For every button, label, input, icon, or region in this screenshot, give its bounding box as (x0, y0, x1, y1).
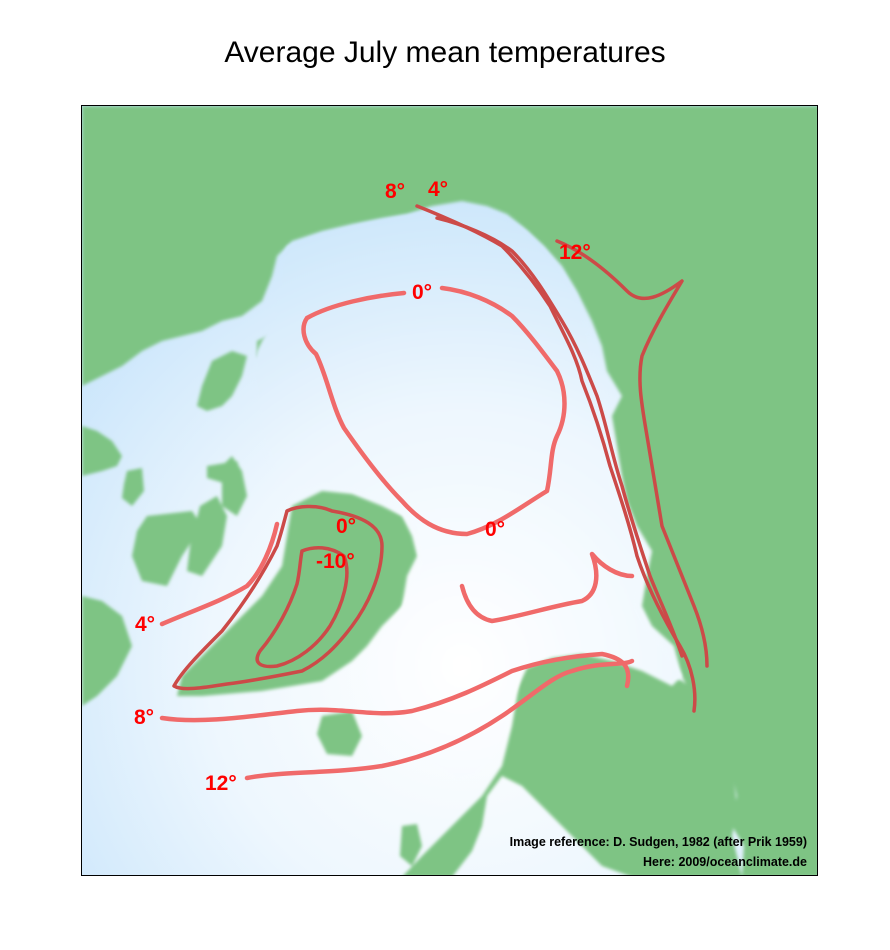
isotherm-label-4-left: 4° (135, 613, 155, 636)
map-title: Average July mean temperatures (224, 36, 666, 69)
isotherm-label-8-top: 8° (385, 180, 405, 203)
isotherm-label-0-greenland: 0° (336, 515, 356, 538)
isotherm-label-layer: 8° 4° 12° 0° 0° 0° -10° 4° 8° 12° (134, 178, 591, 795)
isotherm-label-8-left: 8° (134, 706, 154, 729)
isotherm-8-coast-east (435, 216, 684, 658)
isotherm-12-west (244, 658, 635, 781)
isotherm-label-0-bottom: 0° (485, 518, 505, 541)
island-south-greenland (317, 711, 362, 756)
landmass-north-eurasia (82, 106, 817, 875)
isotherm-arc-center (459, 551, 635, 624)
landmass-west-coast (82, 426, 122, 476)
island-archipelago-5 (222, 456, 247, 516)
isotherm-label-4-top: 4° (428, 178, 448, 201)
isotherm-8-west (159, 651, 631, 723)
isotherm-0-greenland (172, 504, 384, 691)
island-large-west (197, 351, 247, 411)
isotherms-dark (172, 204, 709, 713)
landmass-south-right (403, 646, 742, 875)
arctic-basin (252, 206, 682, 781)
arctic-map: 8° 4° 12° 0° 0° 0° -10° 4° 8° 12° (82, 106, 817, 875)
map-panel: 8° 4° 12° 0° 0° 0° -10° 4° 8° 12° Image … (81, 105, 818, 876)
island-greenland (177, 491, 417, 696)
image-source: Here: 2009/oceanclimate.de (643, 855, 807, 869)
island-archipelago-3 (132, 511, 202, 586)
land (82, 106, 817, 875)
isotherm-4-west (159, 521, 280, 627)
isotherm-minus10-greenland (255, 545, 349, 669)
isotherm-label-12-left: 12° (205, 772, 237, 795)
isotherm-label-0-top: 0° (412, 281, 432, 304)
isotherm-label-12-right: 12° (559, 241, 591, 264)
isotherm-12-coast-east (555, 239, 709, 668)
isotherm-0-central (301, 285, 567, 537)
landmass-southwest (82, 596, 132, 706)
isotherms-light (159, 285, 635, 781)
isotherm-label-minus10: -10° (316, 550, 355, 573)
island-south-small (400, 824, 422, 866)
island-archipelago-4 (187, 496, 227, 576)
image-reference: Image reference: D. Sudgen, 1982 (after … (509, 835, 807, 849)
island-archipelago-2 (122, 468, 144, 506)
